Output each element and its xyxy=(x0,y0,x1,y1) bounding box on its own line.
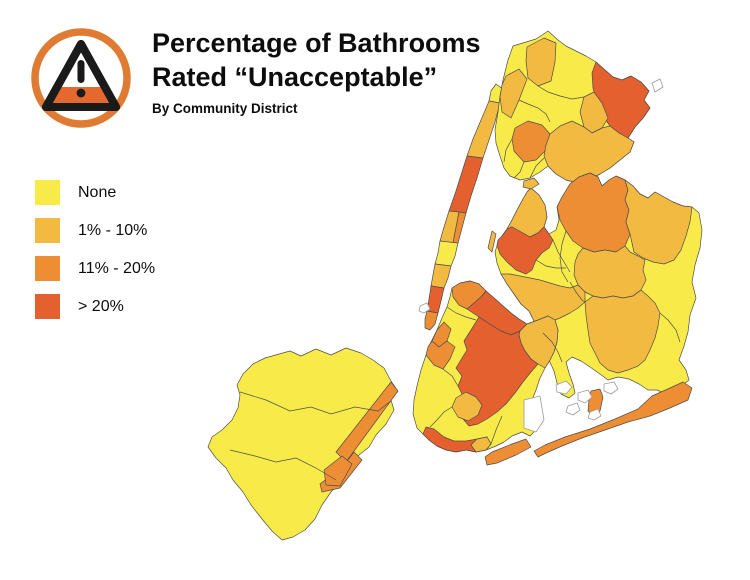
district-queens-jamaica[interactable] xyxy=(584,289,661,374)
border-bk-heights xyxy=(446,306,477,321)
district-manhattan-washington-heights[interactable] xyxy=(448,155,484,214)
header: Percentage of Bathrooms Rated “Unaccepta… xyxy=(152,26,572,116)
legend-swatch-high xyxy=(35,294,60,319)
district-manhattan-midtown[interactable] xyxy=(434,240,459,267)
page-title-line2: Rated “Unacceptable” xyxy=(152,62,438,92)
district-queens-breezy-point[interactable] xyxy=(484,438,532,466)
district-queens-bayside[interactable] xyxy=(624,179,693,265)
district-staten-island-beach-blob[interactable] xyxy=(323,455,353,487)
border-bronx-west xyxy=(518,99,551,123)
exclamation-dot xyxy=(76,88,86,98)
border-bronx-south-3 xyxy=(529,157,545,179)
legend-label-mid: 11% - 20% xyxy=(78,259,156,277)
icon-ring xyxy=(31,28,131,128)
border-queens-corona-2 xyxy=(559,230,569,283)
border-bk-flatbush xyxy=(442,368,459,387)
district-queens-rockaway[interactable] xyxy=(533,381,693,458)
legend-item-none: None xyxy=(35,180,155,205)
district-queens-jackson-heights[interactable] xyxy=(496,226,554,275)
legend-swatch-low xyxy=(35,218,60,243)
district-brooklyn-brighton-beach[interactable] xyxy=(470,436,492,453)
page-title-line1: Percentage of Bathrooms xyxy=(152,28,481,58)
district-rikers-island[interactable] xyxy=(522,177,540,190)
district-manhattan-lower-tip[interactable] xyxy=(424,310,439,331)
district-bronx-north-central[interactable] xyxy=(525,37,557,87)
border-bk-sheepshead xyxy=(490,415,503,445)
district-manhattan-east-harlem[interactable] xyxy=(452,211,467,244)
district-staten-island-base[interactable] xyxy=(207,347,398,541)
water-jamaica-bay-island-2 xyxy=(577,389,593,404)
border-queens-corona-1 xyxy=(552,239,571,273)
exclamation-bar xyxy=(77,60,85,83)
water-mill-basin-inlet xyxy=(523,395,545,433)
water-jamaica-bay-island-1 xyxy=(555,380,573,395)
legend-label-low: 1% - 10% xyxy=(78,221,148,239)
border-si-north-mid xyxy=(239,391,392,415)
district-manhattan-chelsea[interactable] xyxy=(430,263,452,289)
water-jamaica-bay-island-4 xyxy=(565,402,581,416)
water-jamaica-bay-island-5 xyxy=(587,408,602,421)
district-roosevelt-island[interactable] xyxy=(487,230,497,253)
border-bronx-south-2 xyxy=(513,161,525,179)
water-governors-island xyxy=(418,302,431,314)
warning-logo xyxy=(27,24,135,132)
border-queens-forest-hills xyxy=(569,281,586,303)
border-queens-se xyxy=(659,312,681,343)
border-queens-kew-gardens xyxy=(535,259,566,269)
page-subtitle: By Community District xyxy=(152,101,298,116)
legend-item-high: > 20% xyxy=(35,294,155,319)
district-bronx-southeast[interactable] xyxy=(543,120,635,184)
legend-item-low: 1% - 10% xyxy=(35,218,155,243)
border-si-mid-south xyxy=(229,449,337,481)
legend-swatch-none xyxy=(35,180,60,205)
warning-icon xyxy=(31,28,131,128)
border-bk-bensonhurst xyxy=(429,406,453,428)
district-brooklyn-borough-park[interactable] xyxy=(451,391,483,422)
district-bronx-fordham[interactable] xyxy=(511,120,551,163)
legend-swatch-mid xyxy=(35,256,60,281)
border-bronx-north xyxy=(537,85,585,100)
water-jamaica-bay-island-3 xyxy=(603,381,619,395)
legend: None 1% - 10% 11% - 20% > 20% xyxy=(35,180,155,332)
legend-label-high: > 20% xyxy=(78,297,124,315)
district-bronx-riverdale[interactable] xyxy=(499,68,528,119)
water-hart-island xyxy=(651,78,664,93)
legend-item-mid: 11% - 20% xyxy=(35,256,155,281)
legend-label-none: None xyxy=(78,183,117,201)
border-queens-howard-beach xyxy=(542,332,563,363)
district-brooklyn-sunset-park[interactable] xyxy=(425,340,456,370)
district-queens-ridgewood[interactable] xyxy=(500,273,586,327)
border-bronx-south-1 xyxy=(503,138,513,163)
